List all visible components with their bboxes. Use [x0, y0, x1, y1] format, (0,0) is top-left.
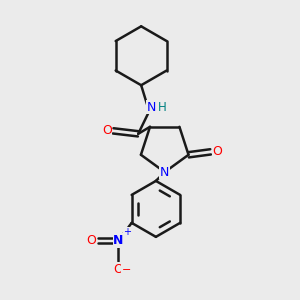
Text: H: H	[158, 101, 167, 114]
Text: −: −	[122, 265, 131, 275]
Text: O: O	[113, 263, 123, 276]
Text: O: O	[86, 234, 96, 247]
Text: N: N	[147, 101, 156, 114]
Text: +: +	[123, 227, 131, 237]
Text: O: O	[102, 124, 112, 137]
Text: N: N	[113, 234, 124, 247]
Text: O: O	[212, 145, 222, 158]
Text: N: N	[160, 166, 169, 178]
